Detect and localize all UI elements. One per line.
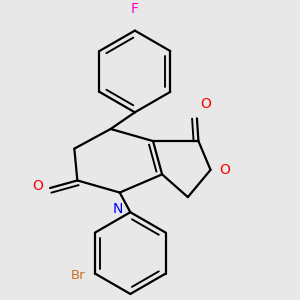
Text: Br: Br xyxy=(71,269,86,282)
Text: N: N xyxy=(113,202,123,216)
Text: F: F xyxy=(131,2,139,16)
Text: O: O xyxy=(219,163,230,177)
Text: O: O xyxy=(200,97,211,111)
Text: O: O xyxy=(33,179,44,194)
